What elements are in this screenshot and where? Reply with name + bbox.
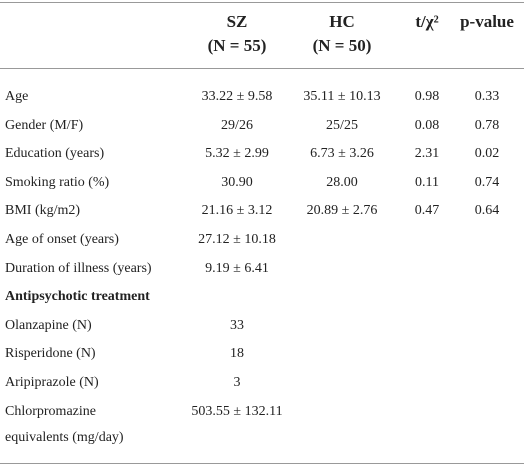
cell: 33 [230,317,244,333]
cell: 33.22 ± 9.58 [201,89,273,104]
column-header: t/χ² [415,12,439,31]
cell: 30.90 [221,174,253,190]
cell: 21.16 ± 3.12 [201,203,273,219]
row-label: equivalents (mg/day) [5,429,124,445]
row-label: Gender (M/F) [5,117,84,133]
cell: 0.64 [474,203,500,219]
row-label: Age of onset (years) [5,232,119,247]
column-header: HC [329,12,355,31]
column-header: (N = 55) [207,36,267,55]
cell: 0.11 [415,174,439,190]
row-label: Smoking ratio (%) [5,174,110,190]
column-header: SZ [226,12,248,31]
cell: 27.12 ± 10.18 [198,232,276,247]
column-header: (N = 50) [312,36,372,55]
cell: 0.78 [474,117,500,133]
row-label: Chlorpromazine [5,403,96,419]
row-label: Aripiprazole (N) [5,375,99,390]
cell: 0.08 [414,117,440,133]
header-rule [0,68,524,69]
cell: 18 [230,346,244,362]
cell: 28.00 [326,174,358,190]
cell: 25/25 [326,117,358,133]
row-label: Age [5,89,29,104]
column-header: p-value [460,12,514,31]
row-label: BMI (kg/m2) [5,203,81,219]
cell: 29/26 [221,117,253,133]
cell: 6.73 ± 3.26 [310,146,374,162]
row-label: Duration of illness (years) [5,260,152,276]
cell: 20.89 ± 2.76 [306,203,378,219]
cell: 5.32 ± 2.99 [205,146,269,162]
cell: 2.31 [414,146,440,162]
cell: 0.47 [414,203,440,219]
row-label: Olanzapine (N) [5,317,92,333]
cell: 0.98 [414,89,440,104]
cell: 3 [233,375,241,390]
cell: 0.33 [474,89,500,104]
section-title: Antipsychotic treatment [5,289,150,305]
cell: 503.55 ± 132.11 [191,403,283,419]
cell: 0.02 [474,146,500,162]
cell: 9.19 ± 6.41 [205,260,269,276]
row-label: Education (years) [5,146,105,162]
cell: 0.74 [474,174,500,190]
row-label: Risperidone (N) [5,346,96,362]
top-rule [0,2,524,3]
cell: 35.11 ± 10.13 [303,89,381,104]
bottom-rule [0,463,524,464]
